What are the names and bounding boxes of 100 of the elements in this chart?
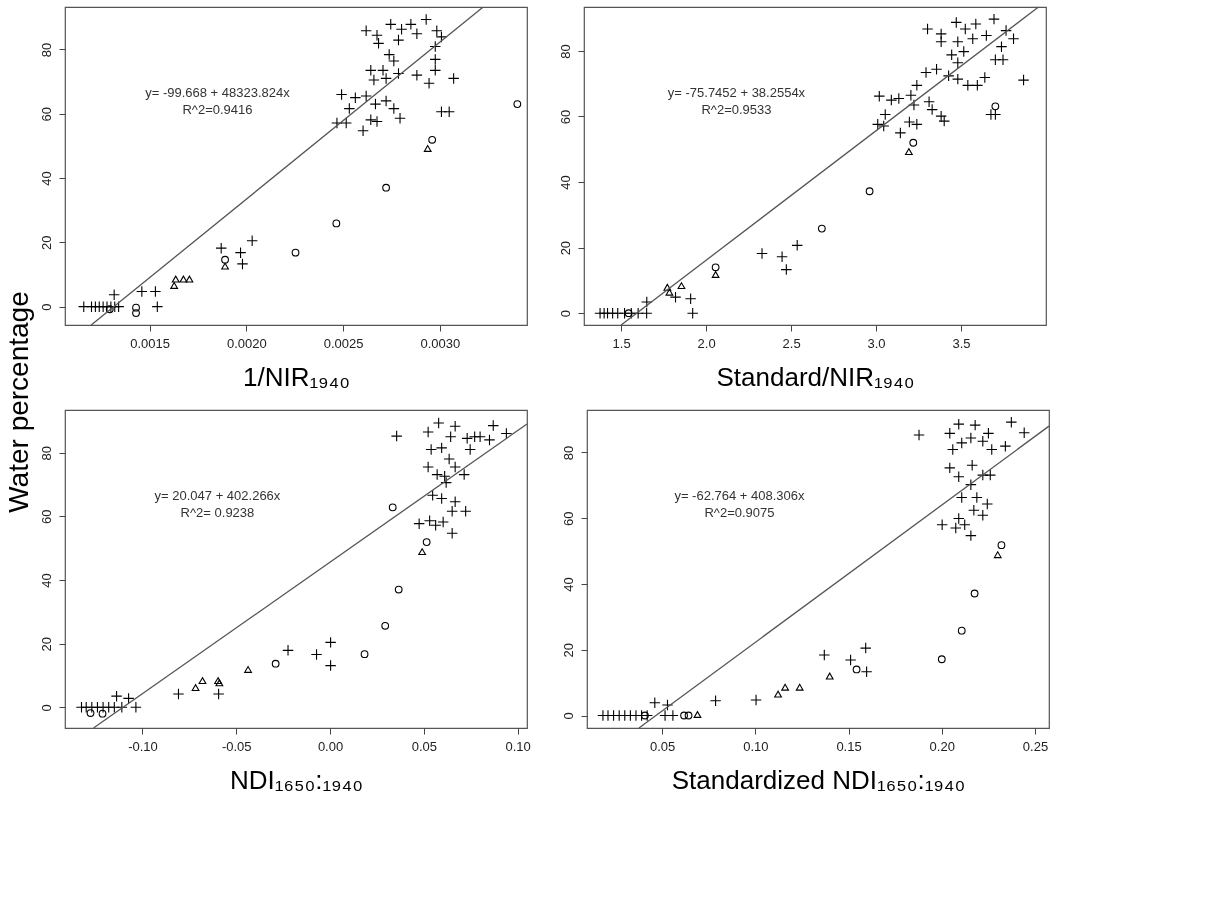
y-tick-label: 60 (38, 107, 54, 122)
point (360, 25, 372, 37)
point (371, 29, 383, 42)
point (447, 72, 460, 85)
point (122, 692, 135, 705)
point (422, 538, 431, 546)
point (1018, 426, 1030, 439)
point (459, 505, 472, 518)
point (116, 701, 128, 714)
x-tick-label: 0.05 (411, 738, 437, 754)
point (244, 665, 252, 673)
point (818, 649, 831, 661)
annotation: R^2=0.9533 (701, 101, 772, 117)
point (661, 699, 674, 711)
point (411, 27, 423, 40)
point (388, 102, 400, 115)
x-axis-title: NDI₁₆₅₀:₁₉₄₀ (229, 764, 364, 795)
point (429, 40, 442, 53)
point (991, 102, 1000, 111)
point (282, 644, 294, 657)
point (179, 275, 188, 283)
x-tick-label: 0.20 (929, 738, 955, 754)
point (904, 148, 913, 156)
point (461, 432, 473, 445)
point (865, 187, 874, 196)
y-tick-label: 60 (38, 509, 54, 525)
y-tick-label: 80 (560, 445, 576, 461)
point (420, 13, 432, 26)
point (332, 219, 341, 228)
annotation: R^2=0.9416 (182, 101, 253, 117)
point (368, 74, 380, 86)
point (913, 429, 925, 441)
x-tick-label: 0.0015 (130, 335, 170, 351)
point (324, 636, 337, 649)
point (711, 263, 720, 272)
point (335, 88, 348, 101)
point (132, 303, 140, 312)
annotation: R^2= 0.9238 (180, 504, 255, 520)
point (443, 106, 455, 118)
point (444, 430, 457, 443)
y-tick-label: 0 (557, 310, 573, 318)
point (946, 443, 959, 456)
y-tick-label: 80 (38, 42, 54, 58)
point (817, 224, 826, 233)
y-tick-label: 40 (38, 171, 54, 186)
point (423, 77, 435, 89)
point (981, 498, 994, 510)
point (965, 529, 977, 542)
x-tick-label: 0.10 (505, 738, 531, 754)
point (438, 470, 451, 482)
point (984, 469, 997, 481)
point (435, 442, 448, 454)
point (271, 659, 280, 668)
point (428, 135, 437, 144)
x-tick-label: 0.0020 (226, 335, 267, 351)
point (449, 495, 461, 508)
annotation: R^2=0.9075 (704, 504, 775, 520)
point (446, 527, 458, 539)
y-tick-label: 20 (38, 235, 54, 251)
point (384, 18, 397, 31)
point (955, 491, 968, 504)
point (369, 98, 382, 110)
x-tick-label: -0.05 (221, 738, 252, 754)
point (172, 688, 185, 700)
point (411, 69, 423, 81)
point (349, 91, 362, 104)
x-tick-label: 0.10 (743, 738, 769, 754)
point (859, 642, 872, 654)
point (665, 288, 674, 296)
point (437, 516, 449, 528)
point (418, 548, 427, 556)
point (381, 621, 390, 630)
point (429, 64, 442, 77)
x-tick-label: 1.5 (612, 335, 631, 351)
point (982, 427, 995, 440)
point (677, 282, 686, 290)
point (149, 285, 162, 298)
point (394, 585, 403, 594)
point (380, 95, 392, 107)
point (212, 688, 225, 700)
point (360, 90, 372, 102)
x-tick-label: 3.0 (867, 335, 886, 351)
y-tick-label: 40 (557, 175, 573, 190)
point (487, 419, 500, 432)
point (310, 648, 323, 661)
point (191, 684, 200, 692)
x-tick-label: 0.25 (1022, 738, 1049, 754)
point (365, 64, 377, 77)
point (392, 34, 405, 46)
point (684, 711, 693, 720)
point (425, 443, 437, 456)
y-tick-label: 40 (38, 573, 54, 588)
point (343, 102, 356, 115)
point (380, 72, 392, 85)
point (965, 478, 977, 491)
point (969, 419, 981, 431)
point (944, 427, 956, 440)
point (966, 459, 978, 472)
point (944, 462, 956, 474)
point (394, 112, 406, 125)
